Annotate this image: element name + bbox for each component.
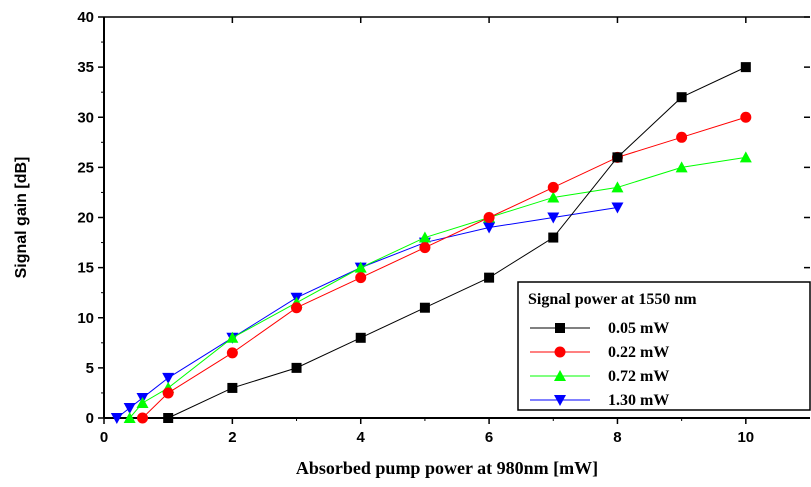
data-point <box>547 191 560 203</box>
data-point <box>226 331 239 343</box>
legend-label: 0.22 mW <box>608 344 669 361</box>
data-point <box>548 232 559 243</box>
legend-label: 1.30 mW <box>608 392 669 409</box>
series-0 <box>163 62 751 423</box>
legend-box <box>517 281 811 411</box>
data-point <box>354 261 367 273</box>
data-point <box>484 272 495 283</box>
y-axis-title: Signal gain [dB] <box>13 157 30 279</box>
axes: 0 5 10 15 20 25 30 35 40 0 2 4 6 8 10 <box>77 9 810 446</box>
series-layer <box>110 62 752 424</box>
data-point <box>547 212 560 224</box>
data-point <box>739 151 752 163</box>
data-point <box>483 212 495 223</box>
legend-item-2: 0.72 mW <box>530 368 669 385</box>
legend: Signal power at 1550 nm 0.05 mW 0.22 mW 0.… <box>517 281 811 411</box>
legend-marker <box>554 395 566 406</box>
data-point <box>123 402 136 414</box>
data-point <box>137 412 149 424</box>
legend-item-0: 0.05 mW <box>530 320 669 337</box>
legend-marker <box>554 346 566 358</box>
data-point <box>227 382 238 393</box>
data-point <box>355 332 366 343</box>
data-point <box>162 387 174 399</box>
data-point <box>419 302 430 313</box>
legend-marker <box>555 323 565 333</box>
data-point <box>611 181 624 193</box>
data-point <box>291 362 302 373</box>
data-point <box>611 202 624 214</box>
data-point <box>136 396 149 408</box>
data-point <box>291 302 303 314</box>
y-tick-label: 10 <box>77 310 94 327</box>
data-point <box>612 152 623 163</box>
y-tick-label: 25 <box>77 159 94 176</box>
data-point <box>110 413 123 424</box>
data-point <box>419 242 431 254</box>
series-line <box>167 66 747 419</box>
data-point <box>355 272 367 284</box>
x-tick-label: 2 <box>228 429 236 446</box>
legend-item-1: 0.22 mW <box>530 344 669 361</box>
data-point <box>740 62 751 73</box>
y-tick-label: 20 <box>77 210 94 227</box>
x-tick-label: 8 <box>613 429 621 446</box>
data-point <box>740 111 752 123</box>
y-tick-label: 0 <box>86 410 94 427</box>
y-tick-label: 40 <box>77 9 94 26</box>
legend-label: 0.72 mW <box>608 368 669 385</box>
data-point <box>483 222 496 234</box>
y-tick-label: 35 <box>77 59 94 76</box>
y-tick-label: 30 <box>77 109 94 126</box>
data-point <box>163 413 174 423</box>
legend-title: Signal power at 1550 nm <box>528 291 697 308</box>
x-tick-label: 6 <box>485 429 493 446</box>
x-tick-label: 4 <box>357 429 366 446</box>
legend-label: 0.05 mW <box>608 320 669 337</box>
legend-item-3: 1.30 mW <box>530 392 669 409</box>
data-point <box>676 131 688 143</box>
y-tick-label: 15 <box>77 260 94 277</box>
data-point <box>418 231 431 243</box>
legend-marker <box>554 370 566 381</box>
data-point <box>675 161 688 173</box>
data-point <box>547 181 559 193</box>
data-point <box>226 347 238 359</box>
data-point <box>162 372 175 384</box>
data-point <box>676 92 687 103</box>
x-tick-label: 0 <box>100 429 108 446</box>
x-tick-label: 10 <box>737 429 754 446</box>
x-axis-title: Absorbed pump power at 980nm [mW] <box>296 458 598 478</box>
series-1 <box>137 111 752 424</box>
y-tick-label: 5 <box>86 360 94 377</box>
data-point <box>123 412 136 423</box>
